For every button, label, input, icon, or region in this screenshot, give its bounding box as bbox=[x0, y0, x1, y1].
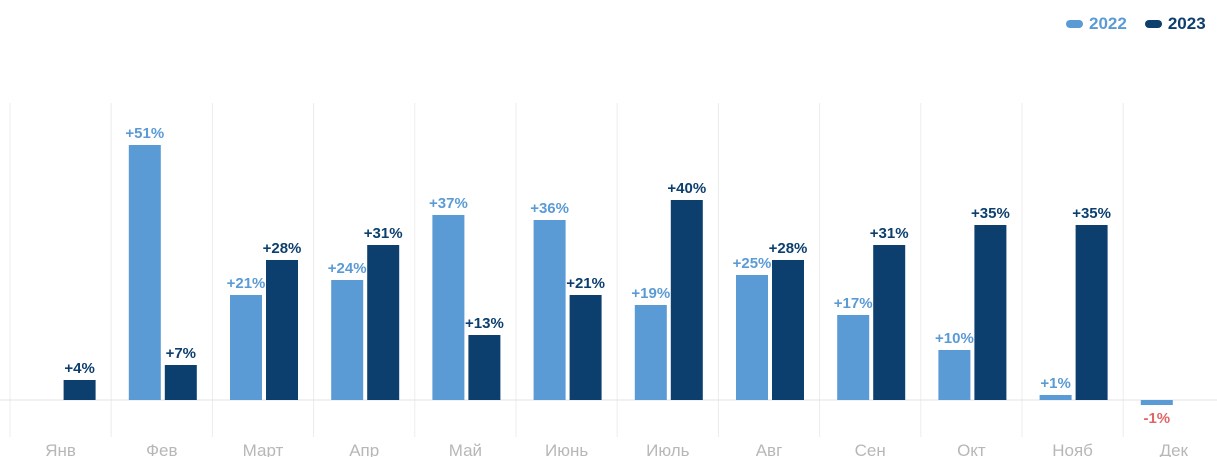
bar-2023-1 bbox=[63, 380, 96, 400]
data-label-2023-3: +28% bbox=[263, 240, 302, 257]
legend-swatch-2022 bbox=[1066, 20, 1083, 28]
bar-2022-6 bbox=[533, 220, 566, 400]
bar-2022-2 bbox=[128, 145, 161, 400]
data-label-2022-5: +37% bbox=[429, 195, 468, 212]
bar-2022-5 bbox=[432, 215, 465, 400]
data-label-2023-6: +21% bbox=[566, 275, 605, 292]
data-label-2023-2: +7% bbox=[166, 345, 196, 362]
bar-2023-11 bbox=[1075, 225, 1108, 400]
data-label-2022-4: +24% bbox=[328, 260, 367, 277]
bar-2022-12 bbox=[1140, 400, 1173, 405]
data-label-2023-9: +31% bbox=[870, 225, 909, 242]
bar-2023-9 bbox=[873, 245, 906, 400]
x-tick-label: Фев bbox=[146, 441, 177, 457]
data-label-2022-9: +17% bbox=[834, 295, 873, 312]
data-label-2022-6: +36% bbox=[530, 200, 569, 217]
bar-2022-8 bbox=[736, 275, 768, 400]
bar-2022-11 bbox=[1039, 395, 1072, 400]
x-tick-label: Март bbox=[243, 441, 284, 457]
bar-2023-6 bbox=[569, 295, 602, 400]
data-label-2023-7: +40% bbox=[667, 180, 706, 197]
bar-2022-4 bbox=[331, 280, 364, 400]
x-tick-label: Май bbox=[449, 441, 482, 457]
data-label-2023-11: +35% bbox=[1072, 205, 1111, 222]
data-label-2022-8: +25% bbox=[733, 255, 772, 272]
data-label-2022-2: +51% bbox=[125, 125, 164, 142]
x-tick-label: Июнь bbox=[545, 441, 588, 457]
legend-swatch-2023 bbox=[1144, 20, 1162, 28]
x-tick-label: Апр bbox=[349, 441, 379, 457]
legend-label-2023: 2023 bbox=[1167, 14, 1206, 33]
bar-2022-3 bbox=[230, 295, 262, 400]
x-tick-label: Авг bbox=[756, 441, 783, 457]
data-label-2023-10: +35% bbox=[971, 205, 1010, 222]
chart-legend: 2022 2023 bbox=[1066, 14, 1217, 34]
data-label-2023-1: +4% bbox=[64, 360, 94, 377]
x-tick-label: Сен bbox=[855, 441, 886, 457]
x-tick-label: Июль bbox=[646, 441, 690, 457]
data-label-2022-12: -1% bbox=[1143, 410, 1170, 427]
x-tick-label: Янв bbox=[45, 441, 76, 457]
x-tick-label: Нояб bbox=[1052, 441, 1093, 457]
data-label-2023-4: +31% bbox=[364, 225, 403, 242]
bar-2022-7 bbox=[634, 305, 667, 400]
legend-label-2022: 2022 bbox=[1089, 14, 1127, 33]
bar-2023-5 bbox=[468, 335, 501, 400]
x-tick-label: Дек bbox=[1160, 441, 1189, 457]
bar-2023-2 bbox=[164, 365, 197, 400]
data-label-2023-5: +13% bbox=[465, 315, 504, 332]
x-tick-label: Окт bbox=[957, 441, 986, 457]
bar-2023-7 bbox=[670, 200, 703, 400]
bar-2023-8 bbox=[772, 260, 804, 400]
bar-2022-10 bbox=[938, 350, 971, 400]
bar-2023-3 bbox=[266, 260, 298, 400]
data-label-2022-10: +10% bbox=[935, 330, 974, 347]
bar-2022-9 bbox=[837, 315, 870, 400]
legend-item-2023: 2023 bbox=[1144, 14, 1206, 34]
legend-item-2022: 2022 bbox=[1066, 14, 1127, 34]
data-label-2023-8: +28% bbox=[769, 240, 808, 257]
data-label-2022-11: +1% bbox=[1040, 375, 1070, 392]
data-label-2022-3: +21% bbox=[227, 275, 266, 292]
bar-2023-10 bbox=[974, 225, 1007, 400]
data-label-2022-7: +19% bbox=[631, 285, 670, 302]
bar-2023-4 bbox=[367, 245, 400, 400]
